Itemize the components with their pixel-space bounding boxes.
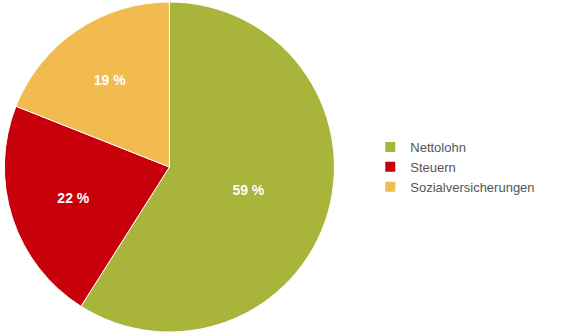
svg-text:59 %: 59 % xyxy=(232,182,264,198)
svg-text:19 %: 19 % xyxy=(94,72,126,88)
svg-text:Steuern: Steuern xyxy=(410,160,456,175)
svg-text:Sozialversicherungen: Sozialversicherungen xyxy=(410,180,534,195)
svg-text:Nettolohn: Nettolohn xyxy=(410,140,466,155)
svg-text:22 %: 22 % xyxy=(57,190,89,206)
